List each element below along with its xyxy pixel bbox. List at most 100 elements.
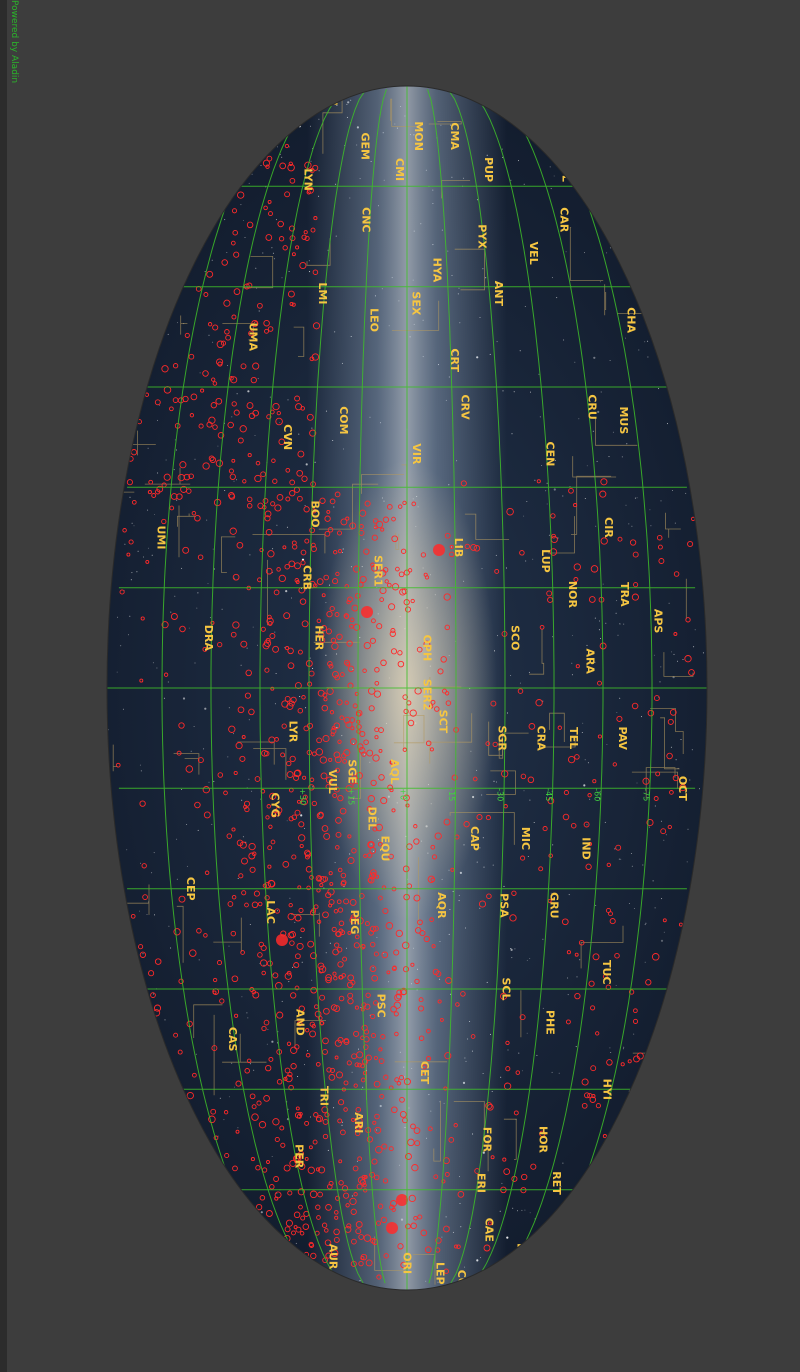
catalog-marker[interactable]	[444, 1052, 452, 1060]
catalog-marker[interactable]	[288, 902, 293, 908]
catalog-marker[interactable]	[337, 867, 343, 873]
catalog-marker[interactable]	[454, 1244, 459, 1249]
catalog-marker[interactable]	[443, 593, 451, 601]
catalog-marker[interactable]	[433, 1174, 439, 1180]
catalog-marker[interactable]	[226, 833, 233, 839]
catalog-marker[interactable]	[307, 940, 315, 948]
catalog-marker[interactable]	[388, 603, 396, 611]
catalog-marker[interactable]	[688, 669, 695, 676]
catalog-marker[interactable]	[258, 941, 264, 948]
catalog-marker[interactable]	[284, 143, 290, 149]
catalog-marker[interactable]	[262, 498, 269, 504]
catalog-marker[interactable]	[398, 1075, 405, 1081]
catalog-marker[interactable]	[340, 872, 347, 879]
catalog-marker[interactable]	[520, 855, 526, 861]
catalog-marker[interactable]	[330, 1004, 338, 1011]
catalog-marker[interactable]	[266, 155, 273, 162]
catalog-marker[interactable]	[581, 1078, 589, 1086]
catalog-marker[interactable]	[455, 1002, 460, 1007]
catalog-marker[interactable]	[345, 516, 350, 521]
catalog-marker[interactable]	[631, 593, 639, 601]
catalog-marker[interactable]	[212, 424, 218, 430]
catalog-marker[interactable]	[513, 1110, 519, 1116]
catalog-marker[interactable]	[131, 499, 137, 505]
catalog-marker[interactable]	[375, 1145, 383, 1154]
catalog-marker[interactable]	[612, 762, 617, 767]
catalog-marker[interactable]	[311, 542, 316, 548]
catalog-marker[interactable]	[212, 324, 219, 331]
catalog-marker[interactable]	[282, 861, 290, 868]
catalog-marker[interactable]	[315, 1167, 321, 1172]
catalog-marker[interactable]	[356, 724, 362, 730]
catalog-marker[interactable]	[203, 292, 209, 297]
catalog-marker[interactable]	[352, 782, 360, 790]
catalog-marker[interactable]	[253, 890, 260, 897]
catalog-marker[interactable]	[627, 1059, 632, 1064]
catalog-marker[interactable]	[372, 754, 380, 762]
catalog-marker[interactable]	[328, 871, 333, 876]
catalog-marker[interactable]	[150, 992, 156, 998]
catalog-marker[interactable]	[260, 471, 266, 478]
catalog-marker[interactable]	[595, 1103, 601, 1109]
catalog-marker[interactable]	[299, 598, 307, 605]
catalog-marker[interactable]	[371, 534, 378, 541]
catalog-marker[interactable]	[322, 1133, 329, 1140]
catalog-marker[interactable]	[620, 1062, 625, 1067]
catalog-marker[interactable]	[250, 376, 257, 384]
catalog-marker[interactable]	[274, 908, 280, 914]
catalog-marker[interactable]	[391, 535, 399, 543]
catalog-marker[interactable]	[379, 569, 387, 577]
catalog-marker[interactable]	[236, 541, 244, 549]
catalog-marker[interactable]	[312, 269, 319, 275]
catalog-marker[interactable]	[265, 815, 270, 820]
catalog-marker[interactable]	[268, 1056, 274, 1062]
catalog-marker[interactable]	[370, 1238, 376, 1244]
catalog-marker[interactable]	[299, 843, 304, 849]
catalog-marker[interactable]	[304, 538, 310, 544]
catalog-marker[interactable]	[402, 747, 407, 752]
catalog-marker[interactable]	[188, 473, 194, 479]
catalog-marker[interactable]	[216, 340, 225, 349]
catalog-marker[interactable]	[304, 851, 312, 858]
catalog-marker[interactable]	[265, 164, 270, 169]
catalog-marker[interactable]	[562, 813, 570, 821]
catalog-marker[interactable]	[141, 863, 147, 869]
catalog-marker[interactable]	[669, 790, 674, 795]
catalog-marker[interactable]	[119, 589, 125, 595]
catalog-marker[interactable]	[430, 877, 435, 882]
catalog-marker[interactable]	[289, 940, 295, 946]
catalog-marker[interactable]	[673, 632, 678, 636]
catalog-marker[interactable]	[319, 875, 327, 883]
catalog-marker[interactable]	[360, 1077, 366, 1083]
catalog-marker[interactable]	[343, 1192, 350, 1199]
catalog-marker[interactable]	[231, 208, 238, 214]
catalog-marker[interactable]	[289, 490, 296, 497]
catalog-marker[interactable]	[410, 962, 415, 967]
catalog-marker[interactable]	[326, 509, 331, 514]
catalog-marker[interactable]	[632, 1018, 639, 1024]
catalog-marker[interactable]	[209, 456, 217, 464]
catalog-marker[interactable]	[460, 480, 467, 487]
catalog-marker[interactable]	[263, 1095, 270, 1102]
catalog-marker[interactable]	[351, 1053, 358, 1060]
catalog-marker[interactable]	[182, 546, 190, 554]
catalog-marker[interactable]	[338, 928, 344, 934]
catalog-marker[interactable]	[294, 682, 302, 690]
catalog-marker[interactable]	[284, 191, 291, 198]
catalog-marker[interactable]	[289, 177, 296, 184]
catalog-marker[interactable]	[295, 953, 301, 960]
catalog-marker[interactable]	[376, 623, 383, 630]
catalog-marker[interactable]	[401, 941, 410, 950]
catalog-marker[interactable]	[486, 893, 492, 899]
catalog-marker[interactable]	[574, 952, 579, 957]
catalog-marker[interactable]	[186, 1091, 194, 1100]
catalog-marker[interactable]	[310, 1252, 317, 1260]
catalog-marker[interactable]	[255, 460, 261, 466]
catalog-marker[interactable]	[386, 504, 393, 510]
catalog-marker[interactable]	[241, 857, 248, 865]
catalog-marker[interactable]	[527, 776, 535, 784]
catalog-marker[interactable]	[323, 1007, 330, 1015]
catalog-marker[interactable]	[449, 544, 454, 549]
catalog-marker[interactable]	[284, 1226, 291, 1233]
catalog-marker[interactable]	[535, 699, 543, 707]
